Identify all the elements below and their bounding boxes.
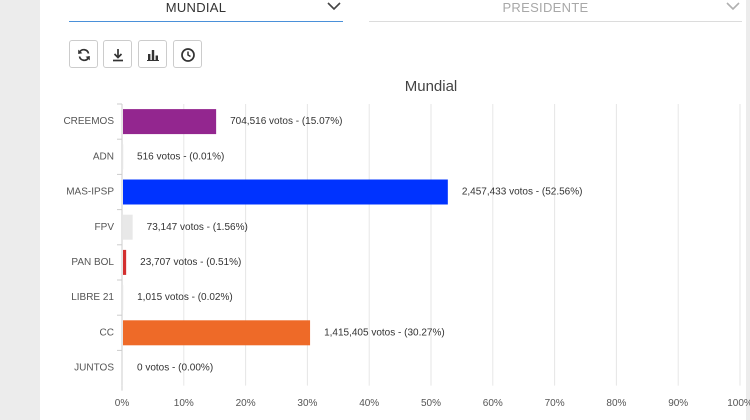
- category-label: CREEMOS: [63, 116, 114, 127]
- x-tick-label: 10%: [174, 398, 194, 409]
- election-select-value: PRESIDENTE: [502, 0, 589, 15]
- chart-title: Mundial: [405, 78, 458, 95]
- data-label: 23,707 votos - (0.51%): [140, 257, 241, 268]
- data-label: 0 votos - (0.00%): [137, 363, 213, 374]
- scope-select[interactable]: MUNDIAL: [69, 0, 343, 22]
- data-label: 73,147 votos - (1.56%): [147, 222, 248, 233]
- x-tick-label: 80%: [606, 398, 626, 409]
- x-tick-label: 50%: [421, 398, 441, 409]
- scope-select-value: MUNDIAL: [165, 0, 227, 15]
- download-icon: [113, 49, 123, 62]
- bar: [123, 214, 133, 240]
- x-tick-label: 70%: [545, 398, 565, 409]
- chevron-down-icon: [726, 2, 740, 11]
- bar: [123, 320, 311, 346]
- category-label: PAN BOL: [71, 257, 114, 268]
- x-tick-label: 30%: [297, 398, 317, 409]
- download-button[interactable]: [103, 40, 132, 68]
- data-label: 704,516 votos - (15.07%): [230, 116, 342, 127]
- data-label: 516 votos - (0.01%): [137, 151, 224, 162]
- category-label: CC: [100, 327, 114, 338]
- right-gutter: [746, 0, 750, 420]
- bar: [123, 179, 448, 205]
- refresh-button[interactable]: [69, 40, 98, 68]
- election-select[interactable]: PRESIDENTE: [369, 0, 742, 22]
- category-label: FPV: [95, 222, 115, 233]
- refresh-icon: [78, 48, 90, 62]
- x-tick-label: 40%: [359, 398, 379, 409]
- x-tick-label: 60%: [483, 398, 503, 409]
- history-button[interactable]: [173, 40, 202, 68]
- bar-chart-icon: [147, 50, 159, 61]
- x-tick-label: 100%: [727, 398, 750, 409]
- bar: [123, 109, 217, 135]
- category-label: ADN: [93, 151, 114, 162]
- x-tick-label: 0%: [115, 398, 130, 409]
- left-gutter: [0, 0, 40, 420]
- clock-icon: [181, 48, 195, 62]
- data-label: 1,415,405 votos - (30.27%): [324, 327, 445, 338]
- chevron-down-icon: [327, 2, 341, 11]
- bar-chart-button[interactable]: [138, 40, 167, 68]
- category-label: LIBRE 21: [71, 292, 114, 303]
- bar: [123, 249, 127, 275]
- category-label: JUNTOS: [74, 363, 114, 374]
- data-label: 1,015 votos - (0.02%): [137, 292, 233, 303]
- x-tick-label: 90%: [668, 398, 688, 409]
- category-label: MAS-IPSP: [66, 187, 114, 198]
- data-label: 2,457,433 votos - (52.56%): [462, 187, 583, 198]
- x-tick-label: 20%: [236, 398, 256, 409]
